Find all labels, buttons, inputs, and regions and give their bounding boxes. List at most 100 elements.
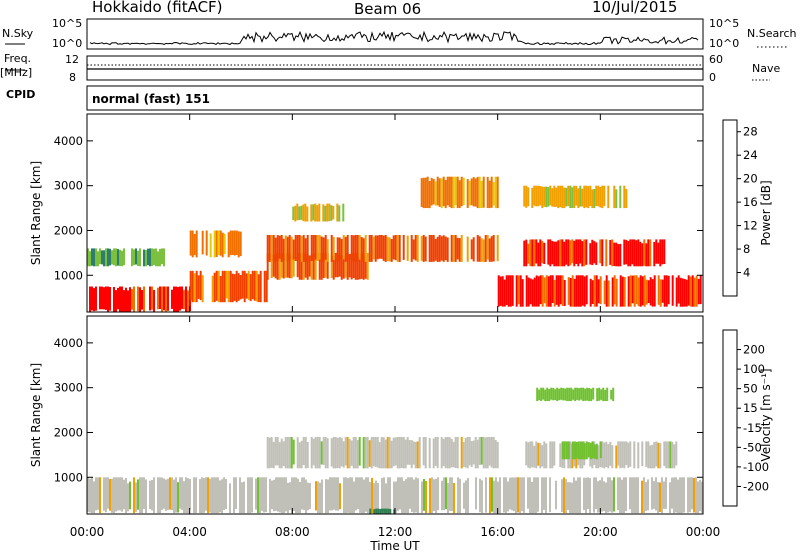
heatmap-cell <box>338 255 341 277</box>
heatmap-cell <box>336 437 339 468</box>
heatmap-cell <box>699 479 701 512</box>
heatmap-cell <box>445 477 447 510</box>
heatmap-cell <box>304 252 307 278</box>
heatmap-cell <box>261 477 263 511</box>
nave-axis-top: 60 <box>709 53 723 66</box>
heatmap-cell <box>369 508 372 514</box>
heatmap-cell <box>631 275 634 304</box>
heatmap-cell <box>351 477 353 514</box>
heatmap-cell <box>595 275 598 307</box>
heatmap-cell <box>525 275 528 307</box>
colorbar-tick-label: 24 <box>743 148 758 162</box>
heatmap-cell <box>609 441 612 466</box>
freq-axis-bottom: 8 <box>69 71 76 84</box>
heatmap-cell <box>446 437 449 469</box>
heatmap-cell <box>87 248 89 267</box>
heatmap-cell <box>665 477 667 509</box>
freq-panel <box>5 55 770 81</box>
heatmap-cell <box>523 477 525 513</box>
heatmap-cell <box>239 231 242 257</box>
heatmap-cell <box>631 239 634 265</box>
heatmap-cell <box>476 176 479 209</box>
heatmap-cell <box>547 187 550 207</box>
heatmap-cell <box>579 477 581 514</box>
colorbar-tick-label: 20 <box>743 172 758 186</box>
heatmap-cell <box>278 253 281 280</box>
heatmap-cell <box>625 477 627 512</box>
heatmap-cell <box>321 479 323 513</box>
heatmap-cell <box>507 275 510 307</box>
heatmap-cell <box>300 252 303 280</box>
heatmap-cell <box>412 239 415 260</box>
heatmap-cell <box>494 440 497 469</box>
heatmap-cell <box>645 279 648 305</box>
heatmap-cell <box>599 187 602 208</box>
heatmap-cell <box>338 205 341 222</box>
heatmap-cell <box>432 235 435 262</box>
heatmap-cell <box>509 275 512 307</box>
heatmap-cell <box>266 235 269 262</box>
heatmap-cell <box>529 278 532 305</box>
heatmap-cell <box>569 441 572 469</box>
heatmap-cell <box>695 477 697 514</box>
heatmap-cell <box>338 437 341 469</box>
heatmap-cell <box>324 256 327 278</box>
heatmap-cell <box>362 238 365 262</box>
heatmap-cell <box>296 235 299 260</box>
heatmap-cell <box>625 239 628 265</box>
y-tick-label: 4000 <box>54 336 83 350</box>
heatmap-cell <box>535 477 537 514</box>
heatmap-cell <box>95 477 97 511</box>
heatmap-cell <box>205 230 208 256</box>
heatmap-cell <box>308 255 311 277</box>
heatmap-cell <box>517 477 519 513</box>
heatmap-cell <box>121 477 123 512</box>
heatmap-cell <box>241 482 243 514</box>
heatmap-cell <box>557 185 560 209</box>
heatmap-cell <box>373 483 375 514</box>
heatmap-cell <box>253 270 256 301</box>
heatmap-cell <box>645 441 648 467</box>
heatmap-cell <box>635 240 638 267</box>
nsearch-label: N.Search <box>747 27 797 40</box>
heatmap-cell <box>101 286 103 310</box>
heatmap-cell <box>563 280 566 306</box>
heatmap-cell <box>553 185 556 207</box>
heatmap-cell <box>304 203 307 222</box>
heatmap-cell <box>603 280 606 305</box>
colorbar-tick-label: 4 <box>743 266 750 280</box>
heatmap-cell <box>585 477 587 514</box>
heatmap-cell <box>623 477 625 514</box>
heatmap-cell <box>493 480 495 514</box>
heatmap-cell <box>663 275 666 307</box>
heatmap-cell <box>367 477 369 514</box>
heatmap-cell <box>575 275 578 307</box>
heatmap-cell <box>336 252 339 278</box>
heatmap-cell <box>568 387 571 402</box>
heatmap-cell <box>491 477 493 512</box>
heatmap-cell <box>410 440 413 469</box>
heatmap-cell <box>304 238 307 262</box>
heatmap-cell <box>456 237 459 260</box>
heatmap-cell <box>655 441 658 467</box>
station-title: Hokkaido (fitACF) <box>92 0 223 16</box>
heatmap-cell <box>428 438 431 469</box>
heatmap-cell <box>633 239 636 267</box>
heatmap-cell <box>287 482 289 514</box>
heatmap-cell <box>474 437 477 469</box>
heatmap-cell <box>436 236 439 262</box>
heatmap-cell <box>384 439 387 469</box>
heatmap-cell <box>181 477 183 510</box>
heatmap-cell <box>310 235 313 261</box>
heatmap-cell <box>157 287 159 310</box>
heatmap-cell <box>551 241 554 265</box>
heatmap-cell <box>399 477 401 510</box>
heatmap-cell <box>270 253 273 278</box>
heatmap-cell <box>217 230 220 255</box>
heatmap-cell <box>515 275 518 307</box>
colorbar-tick-label: -100 <box>743 460 769 474</box>
heatmap-cell <box>436 437 439 469</box>
heatmap-cell <box>610 389 613 400</box>
heatmap-cell <box>595 477 597 510</box>
heatmap-cell <box>270 235 273 262</box>
